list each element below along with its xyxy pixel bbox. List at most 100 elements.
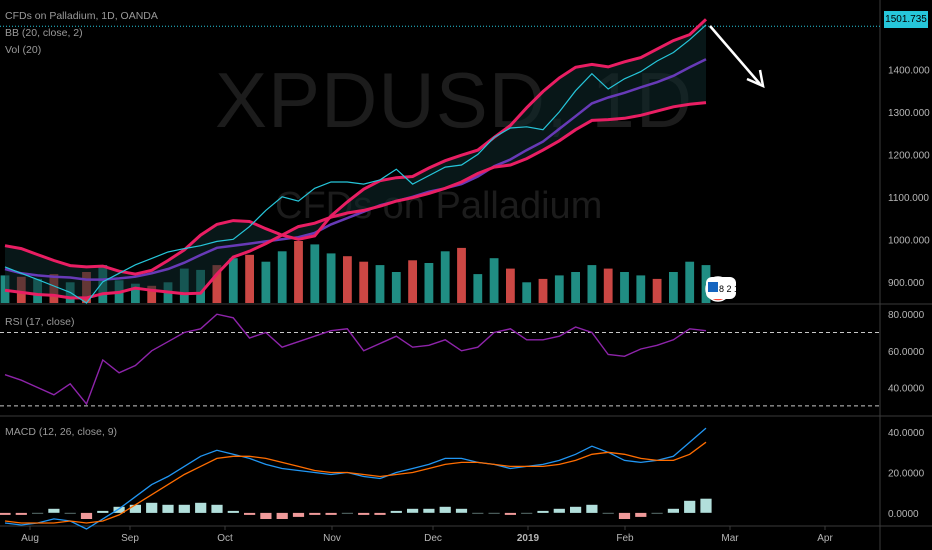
volume-bar <box>326 253 336 303</box>
bb-lower-line <box>4 101 707 300</box>
volume-bar <box>294 241 303 303</box>
annotation-arrow-line <box>709 25 761 85</box>
volume-bar <box>652 278 662 303</box>
macd-histogram-bar <box>521 512 533 514</box>
price-axis-tick: 1400.000 <box>888 65 930 76</box>
macd-axis-tick: 40.0000 <box>888 428 925 439</box>
macd-histogram-bar <box>358 512 370 515</box>
macd-histogram-bar <box>0 512 11 515</box>
time-axis-tick: Sep <box>121 533 139 544</box>
time-axis-tick: Oct <box>217 533 233 544</box>
volume-bar <box>261 261 271 303</box>
macd-histogram-bar <box>635 512 647 517</box>
symbol-title[interactable]: CFDs on Palladium, 1D, OANDA <box>5 10 158 22</box>
volume-bar <box>506 268 515 303</box>
volume-bar <box>457 247 466 303</box>
volume-bar <box>424 263 434 303</box>
volume-bar <box>669 272 678 303</box>
macd-histogram-bar <box>423 508 435 513</box>
macd-line <box>4 427 707 530</box>
price-axis-tick: 1100.000 <box>888 193 929 204</box>
chart-legend: CFDs on Palladium, 1D, OANDA BB (20, clo… <box>5 8 158 59</box>
macd-histogram-bar <box>684 500 696 513</box>
event-badge-text: 8 2 1 <box>719 284 739 294</box>
volume-bar <box>440 251 450 303</box>
macd-histogram-bar <box>488 512 500 514</box>
macd-histogram-bar <box>64 512 76 514</box>
volume-bar <box>147 285 157 303</box>
macd-histogram-bar <box>602 512 614 514</box>
volume-bar <box>228 258 238 303</box>
macd-histogram-bar <box>570 506 582 513</box>
macd-histogram-bar <box>15 512 27 515</box>
bb-basis-line <box>4 58 707 281</box>
macd-histogram-bar <box>325 512 337 515</box>
macd-indicator-label: MACD (12, 26, close, 9) <box>5 426 117 438</box>
macd-axis-tick: 20.0000 <box>888 468 925 479</box>
time-axis-tick: Dec <box>424 533 442 544</box>
time-axis-tick: Apr <box>817 533 833 544</box>
macd-histogram-bar <box>80 512 93 519</box>
volume-bar <box>310 244 320 303</box>
macd-histogram-bar <box>146 502 158 513</box>
volume-bar <box>587 265 597 303</box>
macd-histogram-bar <box>244 512 256 515</box>
macd-histogram-bar <box>276 512 288 519</box>
macd-histogram-bar <box>32 512 44 514</box>
signal-line <box>4 441 707 524</box>
price-line <box>4 24 707 304</box>
macd-histogram-bar <box>97 510 109 513</box>
macd-histogram-bar <box>651 512 663 514</box>
macd-histogram-bar <box>195 502 207 513</box>
volume-bar <box>375 265 385 303</box>
macd-histogram-bar <box>553 508 565 513</box>
volume-bar <box>131 283 140 303</box>
volume-bar <box>343 256 352 303</box>
volume-bar <box>685 261 695 303</box>
volume-bar <box>408 260 417 303</box>
rsi-indicator-label: RSI (17, close) <box>5 316 74 328</box>
time-axis-tick: Mar <box>721 533 739 544</box>
annotation-arrow-head <box>746 69 765 89</box>
price-axis-tick: 1000.000 <box>888 235 930 246</box>
rsi-axis-tick: 40.0000 <box>888 384 925 395</box>
macd-histogram-bar <box>537 510 549 513</box>
bb-indicator-label[interactable]: BB (20, close, 2) <box>5 27 83 39</box>
macd-histogram-bar <box>455 508 468 513</box>
macd-histogram-bar <box>48 508 60 513</box>
macd-histogram-bar <box>113 506 125 513</box>
macd-histogram-bar <box>211 504 223 513</box>
macd-histogram-bar <box>586 504 598 513</box>
macd-histogram-bar <box>374 512 386 515</box>
macd-histogram-bar <box>178 504 190 513</box>
macd-histogram-bar <box>292 512 305 517</box>
price-axis-tick: 1300.000 <box>888 108 930 119</box>
volume-bar <box>571 272 580 303</box>
macd-histogram-bar <box>260 512 272 519</box>
rsi-line <box>4 313 707 406</box>
volume-bar <box>603 268 613 303</box>
volume-bar <box>538 278 548 303</box>
rsi-axis-tick: 80.0000 <box>888 310 925 321</box>
volume-bar <box>391 272 401 303</box>
macd-histogram-bar <box>227 510 239 513</box>
volume-bar <box>473 274 483 303</box>
macd-histogram-bar <box>162 504 174 513</box>
macd-histogram-bar <box>439 506 451 513</box>
vol-indicator-label[interactable]: Vol (20) <box>5 44 42 56</box>
macd-histogram-bar <box>504 512 516 515</box>
us-flag-icon <box>708 282 718 292</box>
macd-histogram-bar <box>618 512 631 519</box>
last-price-label: 1501.735 <box>884 11 928 28</box>
macd-histogram-bar <box>407 508 419 513</box>
volume-bar <box>277 251 287 303</box>
time-axis-tick: 2019 <box>517 533 540 544</box>
volume-bar <box>636 275 646 303</box>
volume-bar <box>212 265 222 303</box>
bb-band-fill <box>5 19 706 298</box>
macd-histogram-bar <box>700 498 712 513</box>
macd-histogram-bar <box>129 504 141 513</box>
volume-bar <box>620 272 629 303</box>
macd-histogram-bar <box>341 512 353 514</box>
